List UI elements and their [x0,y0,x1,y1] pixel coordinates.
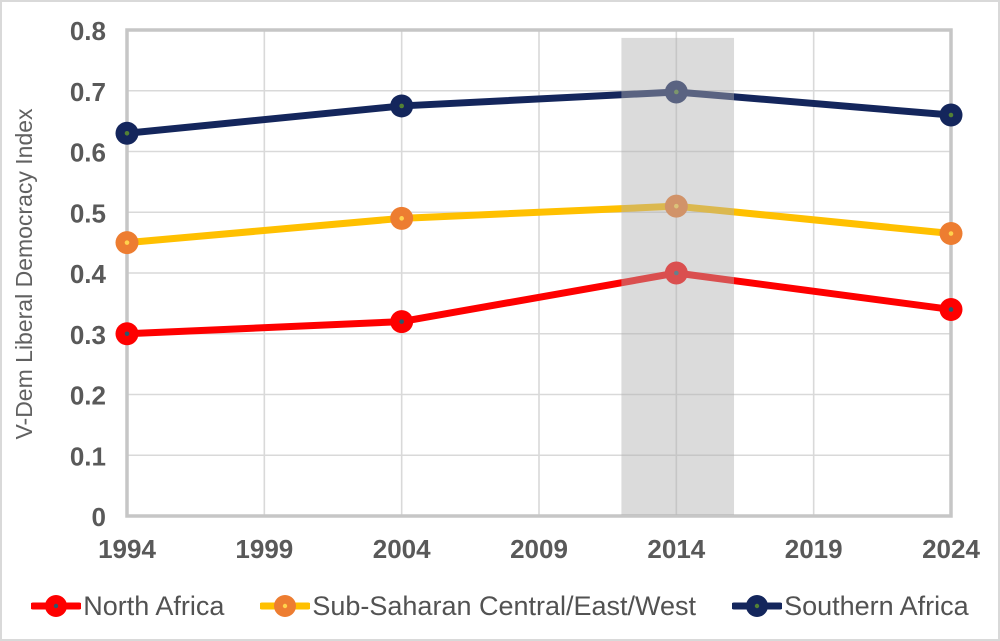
x-tick-label: 1994 [98,534,156,564]
legend-swatch-0 [31,595,82,617]
series-marker-dot-0 [948,307,954,312]
legend-item-1: Sub-Saharan Central/East/West [260,591,696,622]
series-line-2 [123,88,955,137]
plot-border [125,28,953,518]
legend-item-0: North Africa [31,591,224,622]
y-tick-label: 0 [92,502,106,532]
series-marker-dot-1 [674,203,679,209]
y-tick-label: 0.8 [70,16,106,46]
legend-swatch-1 [260,595,311,617]
x-tick-label: 2019 [785,534,843,564]
legend-marker-dot-1 [283,603,288,609]
y-tick-label: 0.7 [70,77,106,107]
series-line-1 [123,202,955,247]
y-tick-label: 0.6 [70,138,106,168]
y-tick-label: 0.4 [70,259,107,289]
series-marker-dot-1 [948,231,954,236]
legend-label-0: North Africa [83,590,225,621]
series-marker-dot-0 [674,270,679,276]
legend-label-1: Sub-Saharan Central/East/West [312,590,697,621]
y-tick-label: 0.5 [70,198,106,228]
series-marker-dot-0 [399,319,404,324]
series-marker-dot-2 [399,103,404,109]
line-chart: 0 0.1 0.2 0.3 0.4 0.5 0.6 0.7 0.8 1994 1999 2004 200… [11,16,980,564]
legend-swatch-2 [732,595,783,617]
x-tick-label: 2009 [510,534,568,564]
highlight-band [621,37,735,516]
series-marker-dot-1 [399,216,404,221]
legend-label-2: Southern Africa [784,590,969,621]
legend-marker-dot-2 [754,603,760,609]
chart-legend: North Africa Sub-Saharan Central/East/Wes… [2,580,998,632]
y-tick-label: 0.3 [70,320,106,350]
series-marker-dot-2 [674,89,679,95]
y-axis-title: V-Dem Liberal Democracy Index [11,108,37,440]
series-marker-dot-1 [124,240,130,245]
series-marker-dot-2 [948,112,954,118]
x-tick-label: 2004 [373,534,431,564]
series-marker-dot-0 [124,331,130,337]
series-marker-dot-2 [124,130,130,136]
series-line-0 [123,269,955,338]
x-tick-label: 1999 [235,534,293,564]
x-tick-label: 2014 [647,534,705,564]
y-tick-label: 0.2 [70,381,106,411]
legend-item-2: Southern Africa [732,591,969,622]
y-tick-label: 0.1 [70,441,106,471]
x-tick-label: 2024 [922,534,980,564]
legend-marker-dot-0 [54,603,59,609]
